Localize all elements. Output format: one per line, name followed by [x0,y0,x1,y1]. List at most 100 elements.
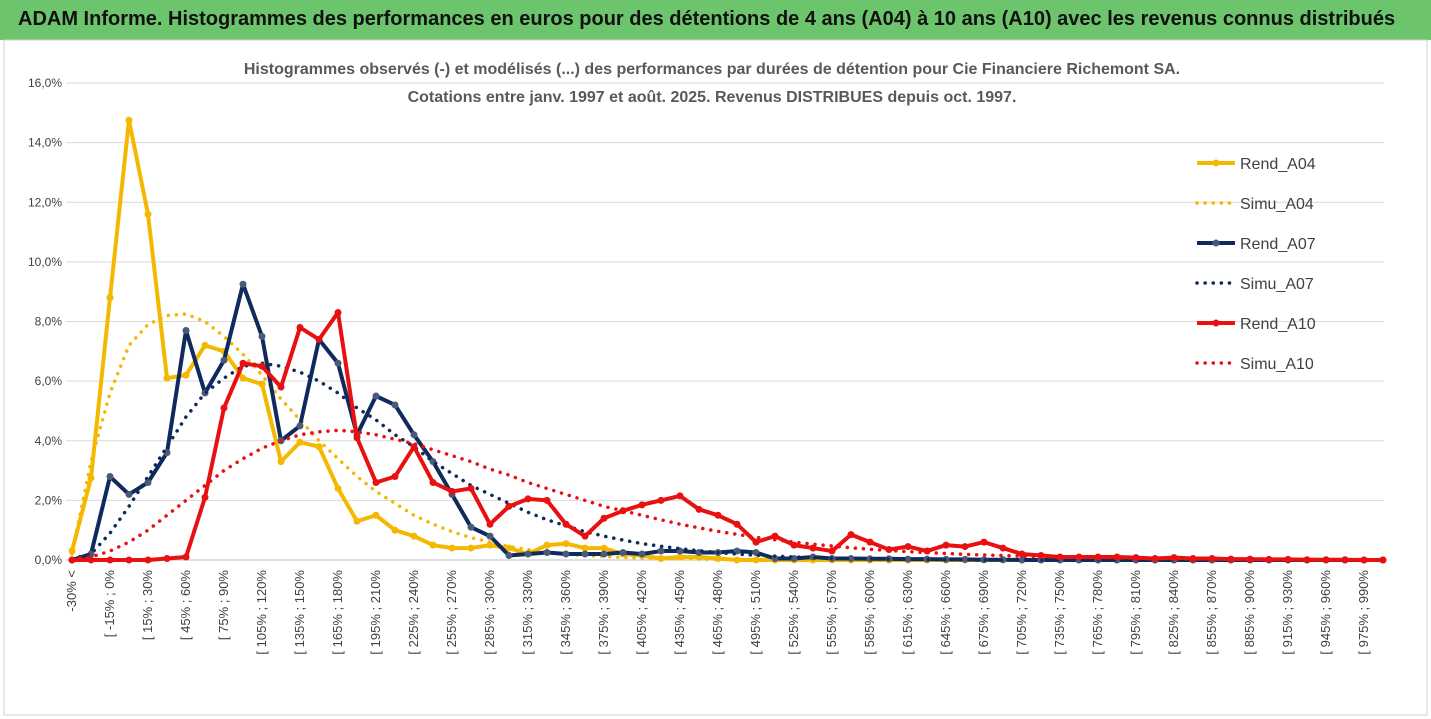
point [258,362,266,370]
point [543,496,551,504]
point [1341,556,1349,564]
point [505,552,513,560]
point [505,502,513,510]
point [182,553,190,561]
header: ADAM Informe. Histogrammes des performan… [0,0,1431,40]
point [1227,555,1235,563]
point [201,341,209,349]
y-tick-label: 8,0% [35,315,63,329]
point [239,374,247,382]
point [353,517,361,525]
x-tick-label: [ 975% ; 990% [1356,570,1371,655]
x-tick-label: [ 465% ; 480% [710,570,725,655]
legend-marker [1212,319,1220,327]
point [334,309,342,317]
point [524,550,532,558]
header-title: ADAM Informe. Histogrammes des performan… [18,8,1396,30]
point [372,511,380,519]
point [201,493,209,501]
x-tick-label: [ 795% ; 810% [1128,570,1143,655]
point [68,547,76,555]
point [410,532,418,540]
point [581,550,589,558]
legend-marker [1212,159,1220,167]
legend-label: Rend_A10 [1240,316,1316,333]
point [144,210,152,218]
y-tick-label: 16,0% [28,76,62,90]
series-line [70,118,1383,562]
point [353,434,361,442]
point [676,492,684,500]
point [657,555,665,563]
point [106,294,114,302]
chart-frame [3,39,1428,716]
point [239,280,247,288]
legend-label: Simu_A10 [1240,356,1314,373]
point [771,532,779,540]
x-tick-label: -30% < [64,570,79,612]
point [410,431,418,439]
point [296,323,304,331]
x-tick-label: [ 555% ; 570% [824,570,839,655]
point [391,401,399,409]
point [144,556,152,564]
x-tick-label: [ 855% ; 870% [1204,570,1219,655]
point [1284,555,1292,563]
point [258,332,266,340]
point [942,541,950,549]
point [999,544,1007,552]
point [258,380,266,388]
point [562,540,570,548]
y-tick-label: 6,0% [35,374,63,388]
y-tick-label: 14,0% [28,136,62,150]
chart-title: Histogrammes observés (-) et modélisés (… [244,61,1180,78]
point [125,490,133,498]
x-tick-label: [ 285% ; 300% [482,570,497,655]
point [847,555,855,563]
x-tick-label: [ 315% ; 330% [520,570,535,655]
point [220,356,228,364]
point [961,555,969,563]
point [505,544,513,552]
y-tick-label: 12,0% [28,195,62,209]
x-tick-label: [ 45% ; 60% [178,570,193,641]
x-tick-label: [ 615% ; 630% [900,570,915,655]
chart-subtitle: Cotations entre janv. 1997 et août. 2025… [408,89,1017,106]
point [334,484,342,492]
x-tick-label: [ 885% ; 900% [1242,570,1257,655]
point [562,550,570,558]
series-line [70,428,1385,562]
point [182,371,190,379]
x-tick-label: [ 915% ; 930% [1280,570,1295,655]
point [562,520,570,528]
point [372,478,380,486]
point [619,549,627,557]
point [315,335,323,343]
point [486,532,494,540]
point [486,541,494,549]
point [1075,553,1083,561]
point [277,458,285,466]
point [106,556,114,564]
point [543,549,551,557]
point [866,538,874,546]
point [524,495,532,503]
series-line [70,361,1385,562]
x-tick-label: [ 525% ; 540% [786,570,801,655]
point [1018,556,1026,564]
point [372,392,380,400]
point [486,520,494,528]
legend-label: Simu_A04 [1240,196,1314,213]
legend-marker [1212,239,1220,247]
point [182,326,190,334]
point [847,531,855,539]
point [638,501,646,509]
x-tick-label: [ -15% ; 0% [102,570,117,638]
point [448,487,456,495]
point [657,496,665,504]
point [904,555,912,563]
x-tick-label: [ 585% ; 600% [862,570,877,655]
point [106,473,114,481]
x-tick-label: [ 15% ; 30% [140,570,155,641]
